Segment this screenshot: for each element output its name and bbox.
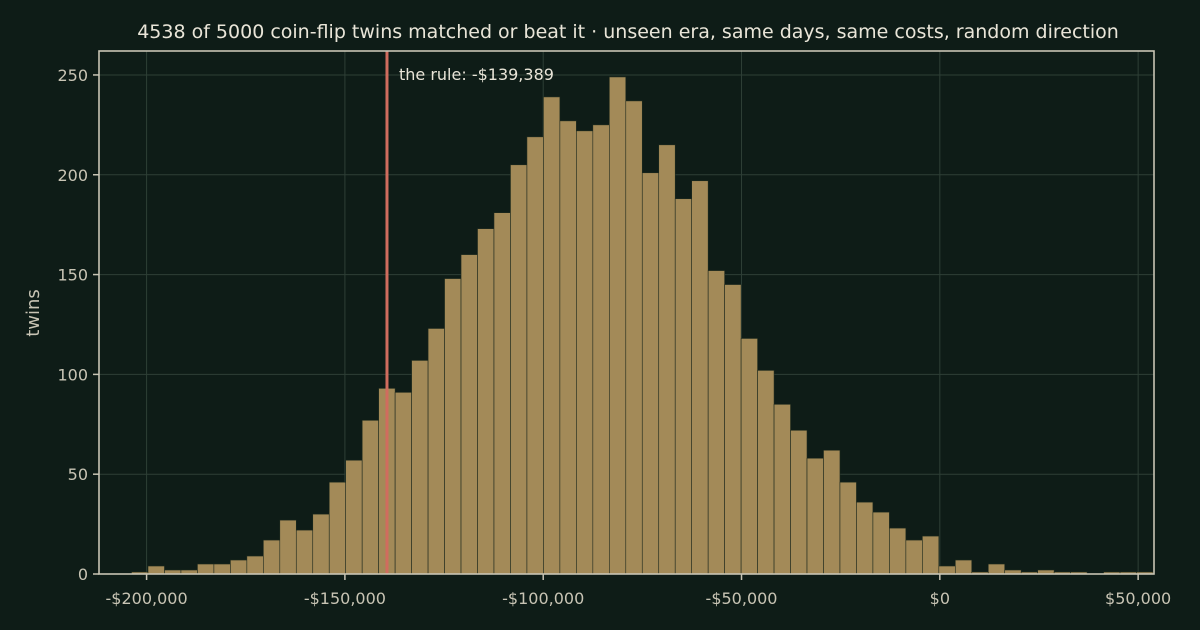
histogram-bar bbox=[411, 360, 429, 575]
histogram-bar bbox=[394, 392, 412, 575]
histogram-bar bbox=[987, 563, 1006, 575]
histogram-bar bbox=[691, 180, 709, 575]
histogram-bar bbox=[839, 481, 857, 575]
y-tick-label: 150 bbox=[57, 266, 88, 285]
histogram-bar bbox=[477, 228, 495, 575]
histogram-bar bbox=[197, 563, 215, 575]
x-tick-label: -$150,000 bbox=[304, 589, 386, 608]
histogram-bar bbox=[740, 338, 758, 575]
histogram-bar bbox=[905, 539, 923, 575]
histogram-bar bbox=[674, 198, 692, 575]
histogram-bar bbox=[757, 370, 775, 575]
histogram-bar bbox=[543, 96, 561, 575]
histogram-bar bbox=[889, 527, 907, 575]
x-tick-label: -$200,000 bbox=[106, 589, 188, 608]
histogram-bar bbox=[510, 164, 528, 575]
histogram-bar bbox=[460, 254, 478, 575]
x-tick-label: $0 bbox=[930, 589, 950, 608]
histogram-bar bbox=[559, 120, 577, 575]
histogram-bar bbox=[427, 328, 445, 575]
histogram-bar bbox=[938, 565, 956, 575]
histogram-bar bbox=[263, 539, 281, 575]
x-tick-label: -$100,000 bbox=[502, 589, 584, 608]
histogram-bar bbox=[790, 429, 808, 575]
x-tick-label: -$50,000 bbox=[706, 589, 778, 608]
histogram-bar bbox=[724, 284, 742, 575]
histogram-bar bbox=[954, 559, 973, 575]
histogram-bar bbox=[872, 511, 890, 575]
histogram-bar bbox=[625, 100, 643, 575]
histogram-bar bbox=[345, 459, 363, 575]
x-tick-label: $50,000 bbox=[1105, 589, 1171, 608]
y-tick-label: 0 bbox=[78, 565, 88, 584]
histogram-bar bbox=[312, 513, 330, 575]
axis-ticks: -$200,000 -$150,000 -$100,000 -$50,000 $0 $50… bbox=[57, 66, 1171, 608]
histogram-bars bbox=[131, 76, 1154, 575]
histogram-bar bbox=[147, 565, 165, 575]
histogram-bar bbox=[922, 535, 940, 575]
histogram-bar bbox=[361, 419, 379, 575]
y-tick-label: 250 bbox=[57, 66, 88, 85]
histogram-bar bbox=[641, 172, 660, 575]
histogram-bar bbox=[279, 519, 297, 575]
histogram-bar bbox=[526, 136, 544, 575]
marker-label: the rule: -$139,389 bbox=[399, 65, 554, 84]
histogram-bar bbox=[823, 449, 841, 575]
histogram-bar bbox=[213, 563, 231, 575]
histogram-bar bbox=[806, 457, 824, 575]
histogram-bar bbox=[707, 270, 725, 575]
histogram-bar bbox=[444, 278, 462, 575]
histogram-bar bbox=[246, 555, 264, 575]
histogram-bar bbox=[856, 501, 874, 575]
chart-title: 4538 of 5000 coin-flip twins matched or … bbox=[137, 21, 1119, 43]
histogram-bar bbox=[328, 481, 347, 575]
histogram-bar bbox=[493, 212, 511, 575]
histogram-bar bbox=[609, 76, 627, 575]
histogram-bar bbox=[295, 529, 314, 575]
histogram-bar bbox=[658, 144, 676, 575]
histogram-bar bbox=[230, 559, 248, 575]
y-tick-label: 200 bbox=[57, 166, 88, 185]
y-tick-label: 50 bbox=[68, 465, 88, 484]
plot-frame bbox=[98, 50, 1155, 575]
histogram-bar bbox=[592, 124, 610, 575]
histogram-bar bbox=[773, 404, 791, 575]
histogram-bar bbox=[576, 130, 594, 575]
y-tick-label: 100 bbox=[57, 365, 88, 384]
y-axis-label: twins bbox=[23, 289, 44, 337]
